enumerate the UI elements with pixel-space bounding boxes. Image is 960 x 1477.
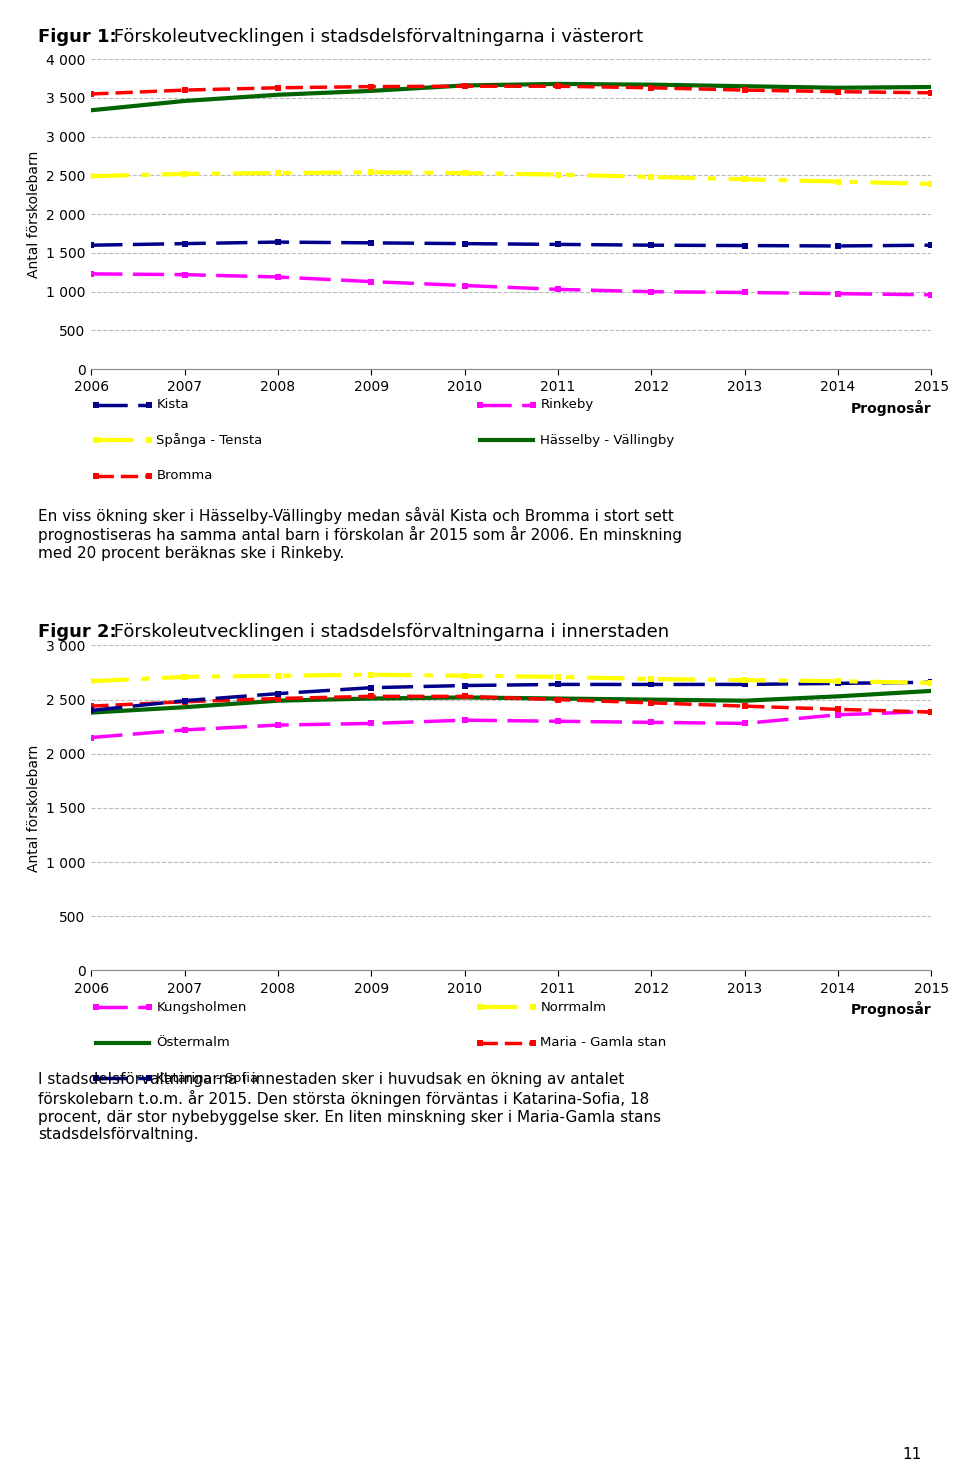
Text: Figur 1:: Figur 1: [38,28,117,46]
Text: 11: 11 [902,1447,922,1462]
Text: I stadsdelsförvaltningarna i innestaden sker i huvudsak en ökning av antalet
för: I stadsdelsförvaltningarna i innestaden … [38,1072,661,1142]
Y-axis label: Antal förskolebarn: Antal förskolebarn [27,151,40,278]
Text: En viss ökning sker i Hässelby-Vällingby medan såväl Kista och Bromma i stort se: En viss ökning sker i Hässelby-Vällingby… [38,507,683,561]
Text: Maria - Gamla stan: Maria - Gamla stan [540,1037,667,1049]
Y-axis label: Antal förskolebarn: Antal förskolebarn [27,744,40,871]
Text: Prognosår: Prognosår [851,400,931,417]
Text: Spånga - Tensta: Spånga - Tensta [156,433,263,448]
Text: Rinkeby: Rinkeby [540,399,593,411]
Text: Figur 2:: Figur 2: [38,623,117,641]
Text: Förskoleutvecklingen i stadsdelsförvaltningarna i västerort: Förskoleutvecklingen i stadsdelsförvaltn… [108,28,643,46]
Text: Katarina - Sofia: Katarina - Sofia [156,1072,258,1084]
Text: Kista: Kista [156,399,189,411]
Text: Förskoleutvecklingen i stadsdelsförvaltningarna i innerstaden: Förskoleutvecklingen i stadsdelsförvaltn… [108,623,670,641]
Text: Bromma: Bromma [156,470,213,482]
Text: Östermalm: Östermalm [156,1037,230,1049]
Text: Kungsholmen: Kungsholmen [156,1001,247,1013]
Text: Hässelby - Vällingby: Hässelby - Vällingby [540,434,675,446]
Text: Prognosår: Prognosår [851,1001,931,1018]
Text: Norrmalm: Norrmalm [540,1001,607,1013]
